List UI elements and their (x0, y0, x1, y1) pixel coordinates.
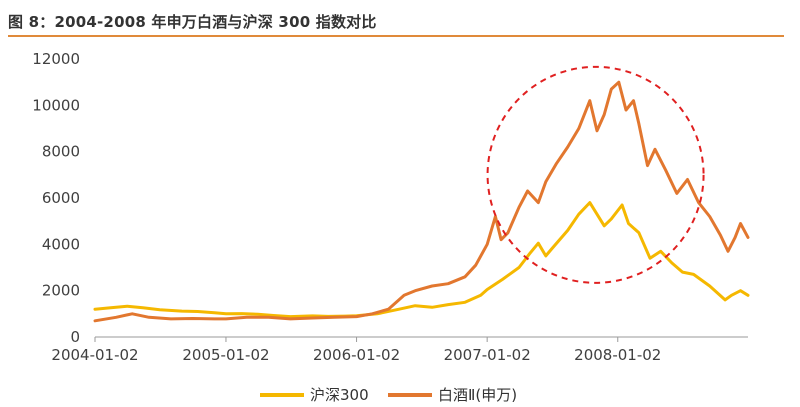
legend-item-hs300: 沪深300 (260, 384, 369, 405)
legend-item-baijiu: 白酒Ⅱ(申万) (388, 384, 517, 405)
y-tick-label: 0 (70, 328, 80, 346)
x-tick-label: 2007-01-02 (444, 346, 531, 364)
legend-swatch (260, 392, 304, 397)
y-tick-label: 4000 (42, 235, 80, 253)
y-tick-label: 10000 (32, 96, 80, 114)
y-tick-label: 2000 (42, 282, 80, 300)
x-tick-label: 2004-01-02 (51, 346, 138, 364)
y-tick-label: 8000 (42, 143, 80, 161)
x-tick-label: 2008-01-02 (574, 346, 661, 364)
x-tick-label: 2005-01-02 (182, 346, 269, 364)
y-tick-label: 12000 (32, 50, 80, 68)
y-tick-label: 6000 (42, 189, 80, 207)
figure-title: 图 8：2004-2008 年申万白酒与沪深 300 指数对比 (8, 13, 377, 31)
legend-label: 沪深300 (310, 386, 369, 404)
peak-highlight-circle (486, 65, 705, 284)
legend-swatch (388, 392, 432, 397)
x-tick-label: 2006-01-02 (313, 346, 400, 364)
series-line-baijiu (93, 80, 750, 323)
legend-label: 白酒Ⅱ(申万) (438, 386, 518, 404)
title-rule (8, 35, 784, 37)
legend: 沪深300 白酒Ⅱ(申万) (0, 384, 800, 404)
series-line-hs300 (93, 201, 750, 319)
